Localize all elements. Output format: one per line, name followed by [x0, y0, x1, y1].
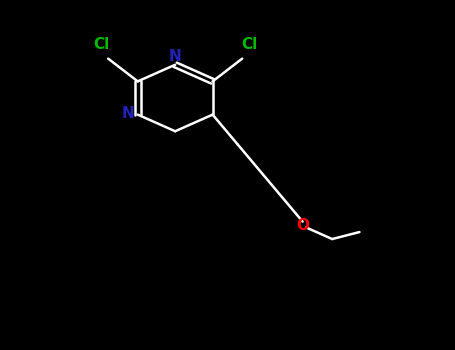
- Text: N: N: [121, 106, 134, 121]
- Text: O: O: [296, 218, 309, 233]
- Text: Cl: Cl: [93, 37, 110, 52]
- Text: Cl: Cl: [241, 37, 257, 52]
- Text: N: N: [169, 49, 182, 64]
